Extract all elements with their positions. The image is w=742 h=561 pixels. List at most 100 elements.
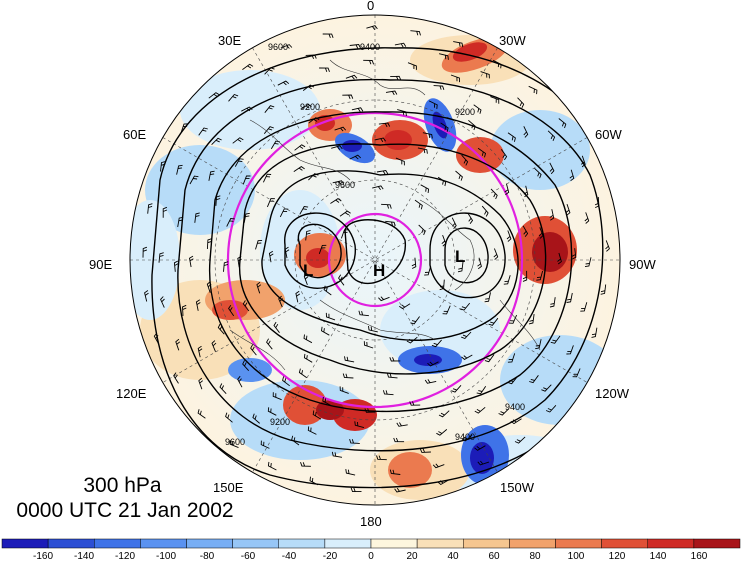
wind-barb [484, 292, 491, 303]
wind-barb [197, 409, 206, 419]
colorbar-tick-label: -40 [282, 551, 297, 561]
wind-barb [523, 126, 529, 138]
wind-barb [293, 166, 305, 172]
lon-label-30w: 30W [499, 33, 526, 48]
wind-barb [536, 270, 544, 281]
wind-barb [300, 462, 311, 467]
wind-barb [382, 390, 394, 396]
wind-barb [427, 361, 439, 367]
wind-barb [529, 375, 539, 384]
wind-barb [197, 345, 203, 358]
wind-barb [264, 67, 275, 75]
wind-barb [566, 292, 573, 303]
wind-barb [451, 385, 462, 393]
wind-barb [514, 436, 526, 444]
wind-barb [298, 368, 308, 379]
wind-barb [506, 230, 512, 242]
wind-barb [461, 354, 473, 360]
wind-barb [226, 218, 235, 227]
wind-barb [545, 404, 557, 413]
wind-barb [438, 410, 450, 418]
lon-label-150e: 150E [213, 480, 244, 495]
wind-barb [442, 305, 451, 315]
wind-barb [422, 132, 433, 139]
wind-barb [189, 255, 194, 268]
datetime-label: 0000 UTC 21 Jan 2002 [16, 499, 234, 522]
wind-barb [522, 225, 529, 237]
wind-barb [339, 210, 351, 217]
wind-barb [438, 53, 449, 60]
wind-barb [217, 323, 225, 335]
wind-barb [473, 104, 482, 114]
wind-barb [354, 421, 365, 429]
wind-barb [160, 161, 166, 172]
wind-barb [279, 208, 289, 218]
wind-barb [215, 195, 221, 206]
wind-barb [300, 103, 312, 110]
wind-barb [523, 185, 529, 198]
contour-label: 9200 [270, 417, 290, 427]
lon-label-90w: 90W [629, 257, 656, 272]
wind-barb [198, 127, 208, 136]
wind-barb [345, 469, 356, 476]
colorbar-box [693, 538, 741, 549]
wind-barb [381, 203, 392, 209]
colorbar-tick-label: -140 [74, 551, 94, 561]
wind-barb [364, 408, 376, 413]
colorbar-tick-label: 0 [368, 551, 374, 561]
wind-barb [267, 407, 277, 416]
wind-barb [206, 281, 212, 293]
wind-barb [173, 372, 179, 384]
wind-barb [319, 67, 330, 72]
wind-barb [294, 144, 306, 151]
wind-barb [424, 379, 437, 384]
wind-barb [280, 44, 293, 49]
lon-label-120e: 120E [116, 386, 147, 401]
wind-barb [477, 147, 487, 158]
colorbar-tick-label: 100 [568, 551, 585, 561]
wind-barb [455, 170, 463, 181]
colorbar-box [278, 538, 326, 549]
wind-barb [330, 198, 342, 204]
wind-barb [407, 62, 417, 70]
wind-barb [195, 299, 201, 311]
wind-barb [308, 117, 320, 124]
wind-barb [419, 448, 431, 453]
colorbar-box [370, 538, 418, 549]
wind-barb [334, 126, 347, 132]
wind-barb [219, 383, 227, 395]
reference-circles [226, 111, 524, 409]
wind-barb [507, 376, 518, 385]
wind-barb [229, 440, 239, 449]
wind-barb [569, 169, 575, 182]
contour-label: 9400 [505, 402, 525, 412]
wind-barb [390, 75, 402, 81]
wind-barb [550, 335, 561, 344]
wind-barb [468, 119, 476, 131]
wind-barb [266, 198, 275, 208]
wind-barb [189, 175, 199, 185]
colorbar-box [232, 538, 279, 549]
wind-barb [414, 199, 423, 210]
coastlines [229, 59, 541, 371]
wind-barb [490, 188, 498, 200]
wind-barb [308, 173, 319, 181]
wind-barb [410, 316, 420, 325]
wind-barb [351, 107, 364, 112]
wind-barb [566, 345, 574, 355]
wind-barb [331, 451, 343, 458]
wind-barb [549, 209, 555, 221]
wind-barb [162, 206, 168, 218]
lon-label-180: 180 [360, 514, 382, 529]
wind-barb [493, 248, 499, 260]
wind-barb [147, 203, 153, 214]
wind-barb [250, 344, 257, 356]
pressure-level-label: 300 hPa [83, 474, 162, 497]
wind-barb [594, 196, 600, 209]
contour-label: 9200 [455, 107, 475, 117]
wind-barb [385, 90, 398, 96]
colorbar-tick-label: -60 [241, 551, 256, 561]
wind-barb [461, 154, 469, 166]
wind-barb [368, 325, 378, 333]
wind-barb [389, 357, 401, 362]
